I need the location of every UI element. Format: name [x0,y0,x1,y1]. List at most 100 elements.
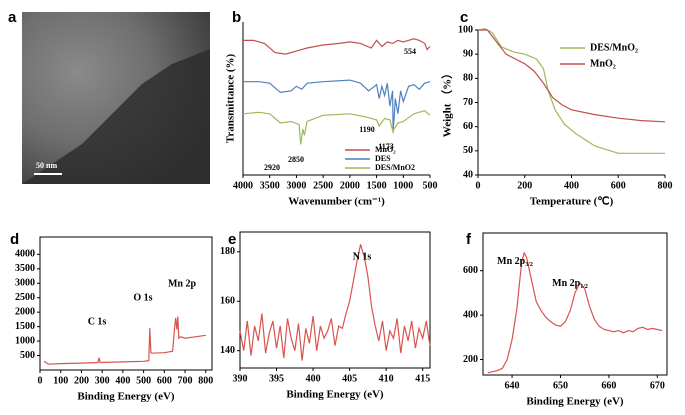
x-tick-label: 415 [415,373,430,384]
panel-letter: b [232,9,241,26]
y-tick-label: 3000 [15,278,35,289]
x-axis-label: Binding Energy (eV) [526,396,624,408]
y-tick-label: 1500 [15,321,35,332]
y-tick-label: 100 [458,24,473,35]
x-tick-label: 500 [136,375,151,386]
annotation: C 1s [88,316,107,327]
x-tick-label: 1000 [393,180,413,191]
y-tick-label: 160 [220,296,235,307]
y-tick-label: 2500 [15,292,35,303]
data-line [477,28,665,154]
annotation: N 1s [353,251,372,262]
legend-label: DES/MnO2 [375,163,415,172]
data-line [239,244,431,361]
y-tick-label: 1000 [15,335,35,346]
panel-letter: a [8,9,17,26]
x-tick-label: 2000 [340,180,360,191]
x-tick-label: 410 [379,373,394,384]
annotation: O 1s [133,292,152,303]
annotation: Mn 2p3/2 [497,256,533,268]
x-tick-label: 670 [650,380,665,391]
x-tick-label: 200 [517,180,532,191]
y-tick-label: 200 [463,354,478,365]
annotation: 1173 [378,142,394,151]
plot-frame [239,231,431,369]
scale-label: 50 nm [36,161,57,170]
y-tick-label: 3500 [15,263,35,274]
annotation-main: Mn 2p [497,256,526,267]
annotation-sub: 3/2 [525,262,533,268]
x-tick-label: 3000 [286,180,306,191]
y-tick-label: 2000 [15,306,35,317]
y-tick-label: 180 [220,246,235,257]
panel-letter: d [10,231,19,248]
y-tick-label: 600 [463,265,478,276]
plot-frame [482,232,668,376]
particle [22,49,210,184]
y-tick-label: 140 [220,345,235,356]
data-line [243,38,431,55]
x-tick-label: 395 [269,373,284,384]
x-tick-label: 400 [564,180,579,191]
legend-label: DES [375,154,391,163]
panel-letter: f [466,231,472,248]
x-tick-label: 390 [233,373,248,384]
data-line [243,79,431,130]
y-axis-label: Weight （%） [441,68,454,137]
x-axis-label: Binding Energy (eV) [77,391,175,403]
x-tick-label: 300 [95,375,110,386]
data-line [242,110,431,145]
x-tick-label: 500 [423,180,438,191]
annotation: Mn 2p1/2 [552,278,588,290]
legend-label: MnO₂ [375,145,396,154]
y-tick-label: 4000 [15,249,35,260]
x-tick-label: 0 [38,375,43,386]
legend-label: DES/MnO₂ [590,42,638,53]
y-tick-label: 400 [463,309,478,320]
annotation: 2920 [264,163,280,172]
x-tick-label: 3500 [260,180,280,191]
x-tick-label: 400 [306,373,321,384]
x-tick-label: 650 [553,380,568,391]
x-axis-label: Wavenumber (cm⁻¹) [288,196,385,208]
x-tick-label: 405 [342,373,357,384]
plot-frame [39,236,213,371]
legend-label: MnO₂ [590,58,616,69]
y-tick-label: 60 [463,121,473,132]
data-line [43,316,206,365]
annotation-main: Mn 2p [552,278,581,289]
x-tick-label: 4000 [233,180,253,191]
y-axis-label: Transmittance (%) [225,54,237,144]
annotation-sub: 1/2 [580,284,588,290]
annotation: 1190 [359,125,375,134]
x-tick-label: 100 [53,375,68,386]
x-tick-label: 660 [601,380,616,391]
panel-letter: c [460,9,468,26]
x-axis-label: Binding Energy (eV) [286,389,384,401]
annotation: 554 [404,47,416,56]
x-tick-label: 800 [198,375,213,386]
x-axis-label: Temperature (℃) [530,196,614,208]
x-tick-label: 200 [74,375,89,386]
x-tick-label: 400 [115,375,130,386]
x-tick-label: 640 [505,380,520,391]
x-tick-label: 800 [658,180,673,191]
x-tick-label: 1500 [367,180,387,191]
x-tick-label: 600 [611,180,626,191]
annotation: 2850 [288,155,304,164]
data-line [478,29,666,123]
y-tick-label: 70 [463,97,473,108]
y-tick-label: 500 [20,350,35,361]
x-tick-label: 0 [476,180,481,191]
y-tick-label: 90 [463,48,473,59]
data-line [487,251,663,374]
panel-letter: e [228,231,236,248]
x-tick-label: 600 [157,375,172,386]
annotation: Mn 2p [168,278,197,289]
y-tick-label: 80 [463,73,473,84]
y-tick-label: 50 [463,145,473,156]
x-tick-label: 2500 [313,180,333,191]
y-tick-label: 40 [463,169,473,180]
x-tick-label: 700 [178,375,193,386]
